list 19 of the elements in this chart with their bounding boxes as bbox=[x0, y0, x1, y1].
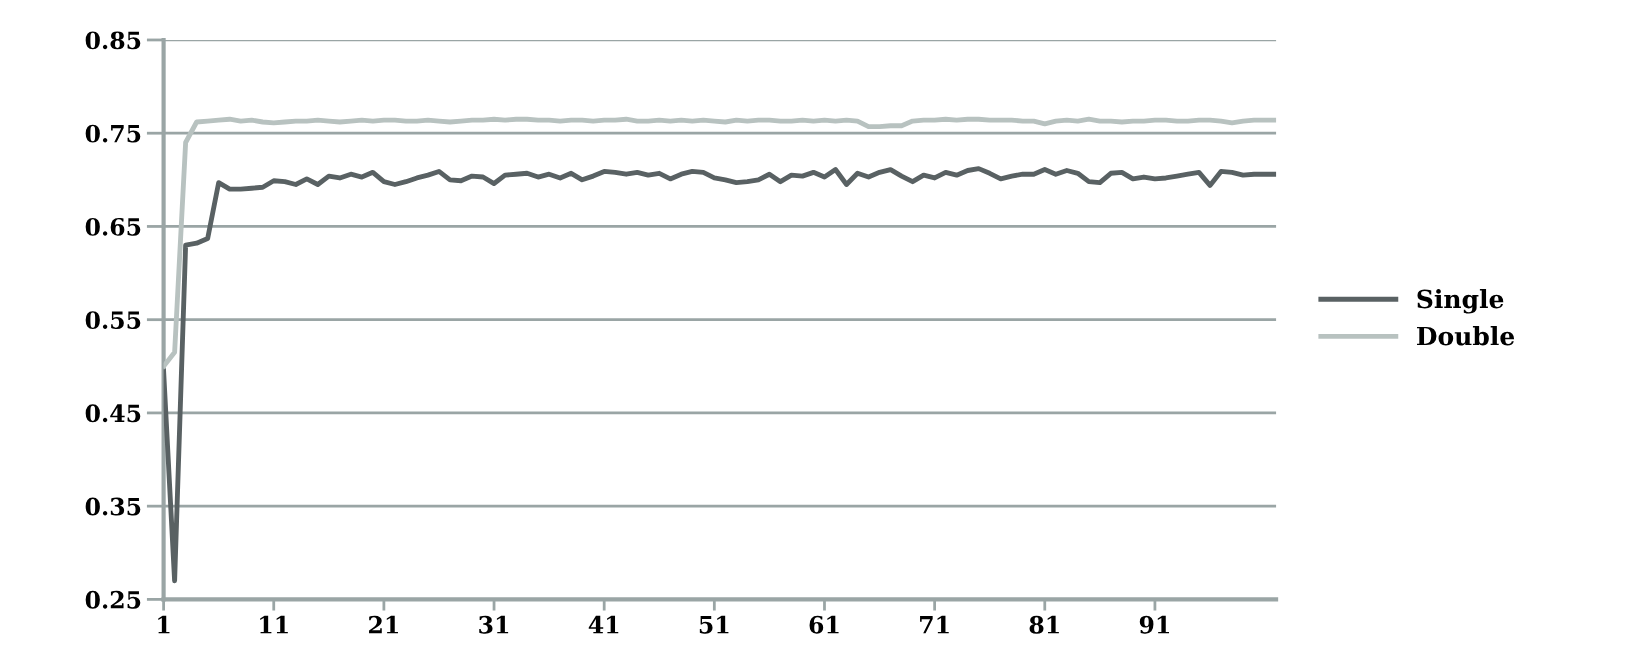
legend-label: Double bbox=[1417, 326, 1515, 346]
y-tick-label: 0.85 bbox=[85, 31, 141, 50]
x-tick-label: 91 bbox=[1139, 615, 1169, 634]
y-tick-label: 0.45 bbox=[85, 404, 141, 423]
y-tick-label: 0.75 bbox=[85, 124, 141, 143]
y-tick-label: 0.35 bbox=[85, 497, 141, 516]
x-tick-label: 81 bbox=[1029, 615, 1059, 634]
x-tick-label: 11 bbox=[260, 615, 288, 634]
x-tick-label: 21 bbox=[369, 615, 398, 634]
x-tick-label: 41 bbox=[588, 615, 619, 634]
x-tick-label: 51 bbox=[699, 615, 729, 634]
x-tick-label: 61 bbox=[809, 615, 839, 634]
y-tick-label: 0.55 bbox=[85, 311, 141, 329]
y-tick-label: 0.25 bbox=[85, 590, 141, 609]
legend-label: Single bbox=[1417, 289, 1504, 314]
x-tick-label: 71 bbox=[920, 615, 949, 634]
x-tick-label: 1 bbox=[158, 615, 170, 634]
x-tick-label: 31 bbox=[479, 615, 509, 634]
y-tick-label: 0.65 bbox=[85, 217, 141, 236]
